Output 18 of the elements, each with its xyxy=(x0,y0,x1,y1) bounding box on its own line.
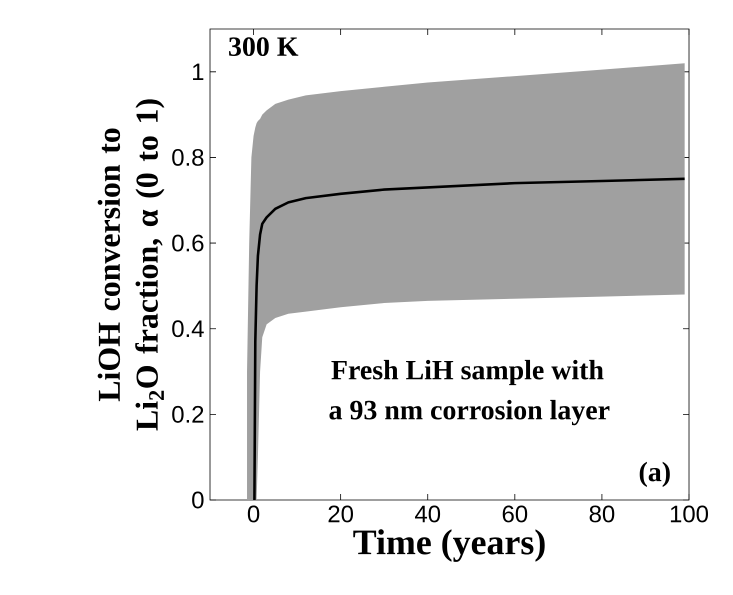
x-tick-label: 60 xyxy=(502,506,528,522)
x-axis-title: Time (years) xyxy=(353,529,545,562)
y-tick-label: 0.4 xyxy=(172,320,204,338)
x-tick-label: 80 xyxy=(590,506,614,522)
annotation: a 93 nm corrosion layer xyxy=(329,400,610,426)
annotation: (a) xyxy=(640,462,670,488)
y-tick-label: 0.6 xyxy=(172,234,204,252)
y-axis-title: LiOH conversion to Li$_{2}$O fraction, α (0 to 1) xyxy=(98,99,164,431)
annotation: 300 K xyxy=(229,37,298,56)
y-tick-label: 1 xyxy=(193,64,204,80)
x-tick-label: 40 xyxy=(414,506,440,522)
x-tick-label: 20 xyxy=(328,506,353,522)
y-tick-label: 0.8 xyxy=(172,148,204,166)
y-tick-label: 0 xyxy=(192,492,204,508)
annotation: Fresh LiH sample with xyxy=(331,360,604,386)
y-tick-label: 0.2 xyxy=(172,406,204,423)
x-tick-label: 100 xyxy=(670,506,708,522)
x-tick-label: 0 xyxy=(248,506,260,522)
